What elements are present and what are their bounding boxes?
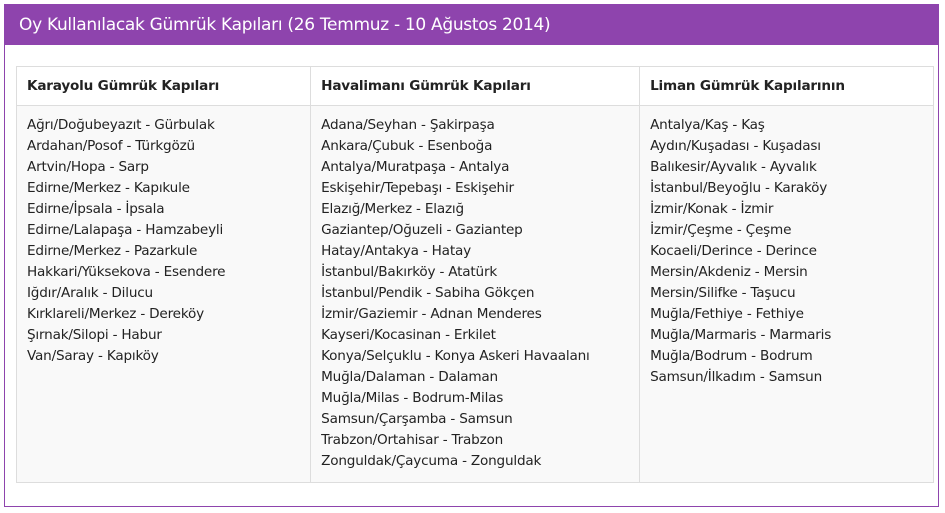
list-item: Balıkesir/Ayvalık - Ayvalık: [650, 159, 817, 175]
list-item: Edirne/Lalapaşa - Hamzabeyli: [27, 222, 224, 238]
list-item: Van/Saray - Kapıköy: [27, 348, 159, 364]
list-item: Aydın/Kuşadası - Kuşadası: [650, 138, 821, 154]
list-item: Antalya/Muratpaşa - Antalya: [321, 159, 510, 175]
list-item: Mersin/Akdeniz - Mersin: [650, 264, 808, 280]
list-item: Artvin/Hopa - Sarp: [27, 159, 149, 175]
list-item: Hakkari/Yüksekova - Esendere: [27, 264, 226, 280]
list-item: Samsun/Çarşamba - Samsun: [321, 411, 513, 427]
list-item: Kırklareli/Merkez - Dereköy: [27, 306, 204, 322]
panel: Oy Kullanılacak Gümrük Kapıları (26 Temm…: [4, 4, 939, 507]
column-header: Havalimanı Gümrük Kapıları: [310, 66, 641, 106]
list-item: Kocaeli/Derince - Derince: [650, 243, 817, 259]
column-cell: Antalya/Kaş - Kaş Aydın/Kuşadası - Kuşada…: [639, 105, 934, 483]
list-item: Trabzon/Ortahisar - Trabzon: [321, 432, 504, 448]
list-item: Samsun/İlkadım - Samsun: [650, 369, 823, 385]
list-item: Konya/Selçuklu - Konya Askeri Havaalanı: [321, 348, 590, 364]
list-item: Muğla/Bodrum - Bodrum: [650, 348, 813, 364]
list-item: Muğla/Dalaman - Dalaman: [321, 369, 498, 385]
list-item: Muğla/Marmaris - Marmaris: [650, 327, 832, 343]
list-item: Edirne/Merkez - Kapıkule: [27, 180, 190, 196]
column-cell: Adana/Seyhan - Şakirpaşa Ankara/Çubuk - E…: [310, 105, 641, 483]
list-item: Kayseri/Kocasinan - Erkilet: [321, 327, 496, 343]
list-item: İzmir/Gaziemir - Adnan Menderes: [321, 306, 542, 322]
list-item: İstanbul/Beyoğlu - Karaköy: [650, 180, 828, 196]
list-item: Ankara/Çubuk - Esenboğa: [321, 138, 493, 154]
column-header: Liman Gümrük Kapılarının: [639, 66, 934, 106]
list-item: Mersin/Silifke - Taşucu: [650, 285, 796, 301]
list-item: Eskişehir/Tepebaşı - Eskişehir: [321, 180, 514, 196]
list-item: İzmir/Çeşme - Çeşme: [650, 222, 792, 238]
list-item: Edirne/İpsala - İpsala: [27, 201, 165, 217]
list-item: Ağrı/Doğubeyazıt - Gürbulak: [27, 117, 215, 133]
list-item: İstanbul/Pendik - Sabiha Gökçen: [321, 285, 535, 301]
panel-title: Oy Kullanılacak Gümrük Kapıları (26 Temm…: [5, 5, 938, 45]
list-item: Zonguldak/Çaycuma - Zonguldak: [321, 453, 542, 469]
list-item: İstanbul/Bakırköy - Atatürk: [321, 264, 498, 280]
list-item: İzmir/Konak - İzmir: [650, 201, 774, 217]
list-item: Muğla/Fethiye - Fethiye: [650, 306, 804, 322]
list-item: Adana/Seyhan - Şakirpaşa: [321, 117, 495, 133]
list-item: Edirne/Merkez - Pazarkule: [27, 243, 198, 259]
list-item: Antalya/Kaş - Kaş: [650, 117, 765, 133]
table-row: Ağrı/Doğubeyazıt - Gürbulak Ardahan/Posof…: [15, 105, 934, 483]
list-item: Iğdır/Aralık - Dilucu: [27, 285, 153, 301]
list-item: Muğla/Milas - Bodrum-Milas: [321, 390, 504, 406]
list-item: Ardahan/Posof - Türkgözü: [27, 138, 195, 154]
list-item: Elazığ/Merkez - Elazığ: [321, 201, 464, 217]
list-item: Gaziantep/Oğuzeli - Gaziantep: [321, 222, 523, 238]
list-item: Şırnak/Silopi - Habur: [27, 327, 162, 343]
table-header-row: Karayolu Gümrük Kapıları Havalimanı Gümrü…: [15, 66, 934, 106]
column-header: Karayolu Gümrük Kapıları: [15, 66, 312, 106]
customs-gates-table: Karayolu Gümrük Kapıları Havalimanı Gümrü…: [15, 66, 934, 483]
column-cell: Ağrı/Doğubeyazıt - Gürbulak Ardahan/Posof…: [15, 105, 312, 483]
list-item: Hatay/Antakya - Hatay: [321, 243, 471, 259]
